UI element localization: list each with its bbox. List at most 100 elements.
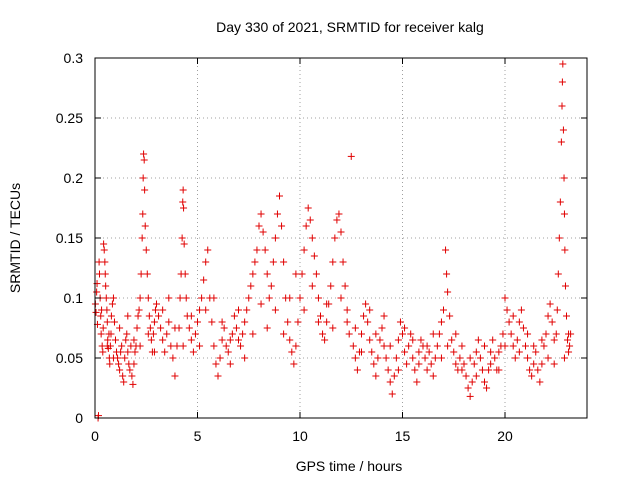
data-point [380,342,388,350]
y-tick-label: 0.3 [64,50,84,66]
data-point [109,354,117,362]
data-point [403,360,411,368]
data-point [241,354,249,362]
data-point [120,378,128,386]
data-point [481,342,488,350]
data-point [487,360,495,368]
data-point [124,348,132,356]
data-point [544,312,552,320]
data-point [239,330,247,338]
data-point [476,354,484,362]
data-point [515,348,523,356]
data-point [273,210,281,218]
data-point [300,246,308,254]
data-point [292,342,300,350]
data-point [501,294,509,302]
data-point [107,330,115,338]
data-point [159,306,167,314]
data-point [452,330,460,338]
data-point [265,294,273,302]
data-point [540,342,548,350]
data-point [286,336,294,344]
data-point [284,318,292,326]
data-point [97,330,105,338]
data-point [565,330,573,338]
data-point [182,294,190,302]
data-point [556,198,564,206]
data-point [524,354,532,362]
data-point [153,300,160,308]
data-point [204,246,212,254]
data-point [115,360,123,368]
data-point [180,204,188,212]
data-point [228,330,236,338]
data-point [243,306,251,314]
data-point [561,246,569,254]
data-point [559,126,567,134]
data-point [341,282,349,290]
x-tick-label: 10 [292,428,308,444]
data-point [491,354,499,362]
data-point [181,270,189,278]
data-point [222,342,230,350]
data-point [505,318,513,326]
data-point [380,312,388,320]
data-point [440,306,447,314]
data-point [456,354,464,362]
data-point [116,366,124,374]
y-axis-label: SRMTID / TECUs [7,183,23,293]
data-point [259,228,267,236]
data-point [560,210,568,218]
data-point [176,294,184,302]
data-point [214,372,222,380]
x-tick-label: 0 [91,428,99,444]
data-point [255,222,263,230]
data-point [194,318,201,326]
data-point [314,318,322,326]
data-point [92,308,100,316]
data-point [261,246,269,254]
data-point [515,318,523,326]
data-point [210,342,218,350]
data-point [517,306,525,314]
data-point [145,312,153,320]
data-point [237,342,245,350]
grid [95,58,587,418]
data-point [144,294,152,302]
data-point [452,360,460,368]
data-point [351,354,359,362]
data-point [485,366,493,374]
data-point [137,270,145,278]
data-point [442,246,450,254]
data-point [429,330,437,338]
data-point [394,366,402,374]
data-point [144,330,152,338]
data-point [526,366,534,374]
data-point [202,258,210,266]
data-point [103,342,111,350]
data-point [189,348,197,356]
data-point [173,342,181,350]
data-point [337,228,345,236]
data-point [501,342,509,350]
data-point [364,318,372,326]
data-point [296,294,304,302]
data-point [509,342,517,350]
data-point [555,234,563,242]
data-point [165,318,173,326]
data-point [390,372,398,380]
data-point [147,336,155,344]
data-point [335,210,343,218]
data-point [235,306,242,314]
data-point [519,324,527,332]
data-point [271,306,279,314]
data-point [288,348,296,356]
data-point [269,258,277,266]
data-point [466,392,474,400]
data-point [464,384,472,392]
data-point [97,312,105,320]
y-tick-label: 0.1 [64,290,84,306]
data-point [566,342,574,350]
data-point [409,354,417,362]
data-point [161,348,169,356]
